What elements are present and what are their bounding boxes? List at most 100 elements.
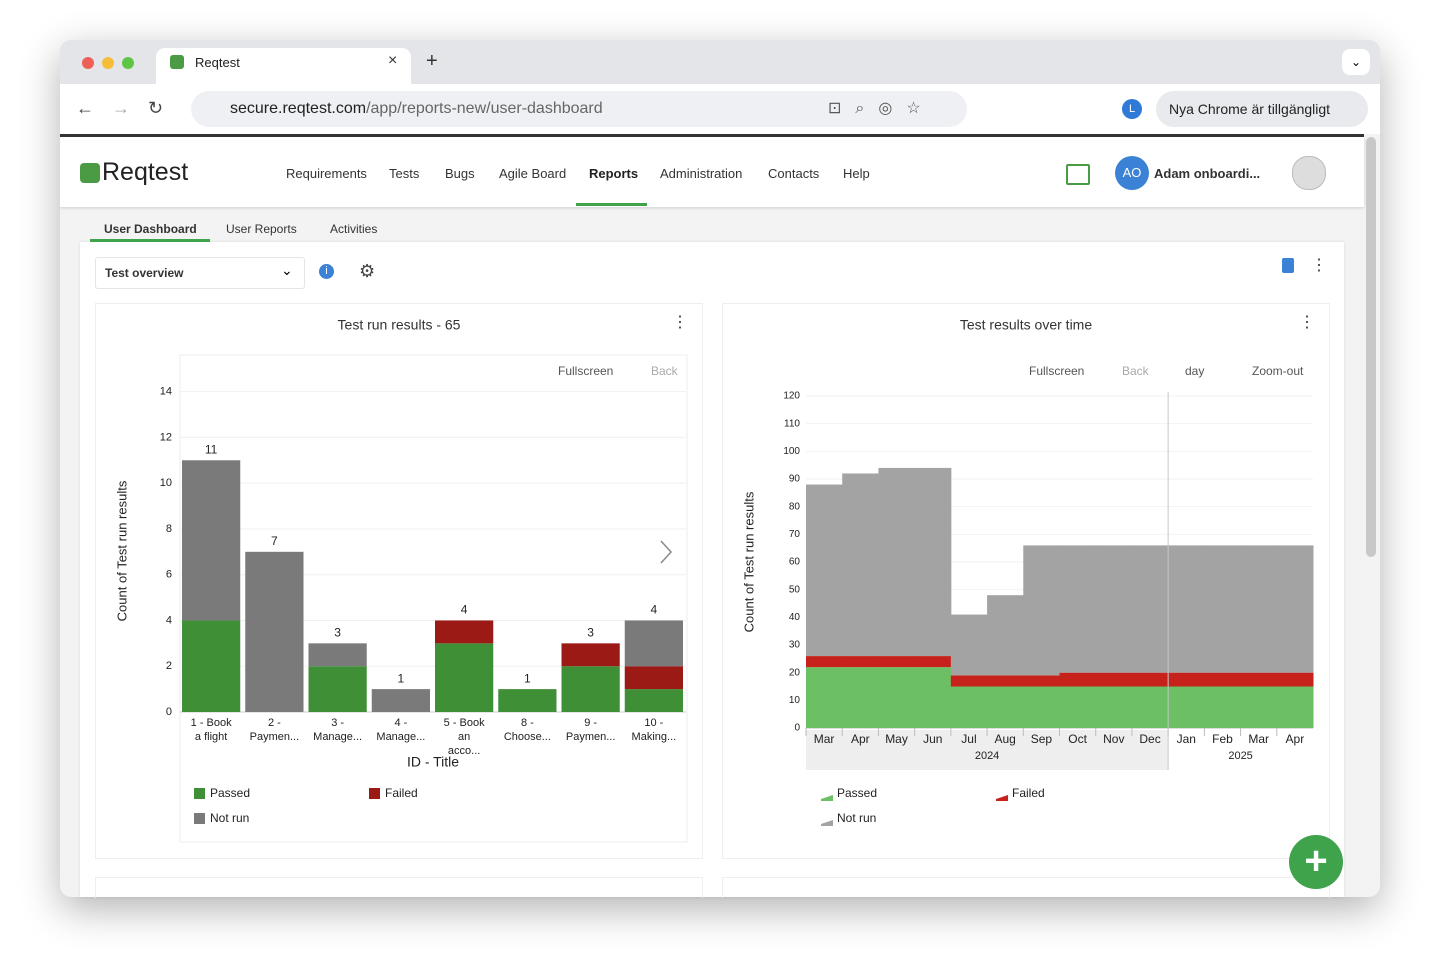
- nav-item[interactable]: Help: [843, 166, 870, 181]
- nav-item[interactable]: Requirements: [286, 166, 367, 181]
- x-tick-label: Apr: [1286, 732, 1305, 746]
- x-tick-label: Apr: [851, 732, 870, 746]
- url[interactable]: secure.reqtest.com/app/reports-new/user-…: [230, 100, 603, 118]
- total-label: 4: [461, 603, 468, 617]
- legend-swatch: [194, 788, 205, 799]
- chart-menu[interactable]: ⋮: [672, 314, 688, 331]
- x-tick-label: Sep: [1031, 732, 1053, 746]
- area-step: [1276, 545, 1314, 673]
- nav-indicator: [576, 203, 647, 206]
- add-button[interactable]: +: [1289, 835, 1343, 889]
- area-step: [1023, 686, 1060, 728]
- nav-item[interactable]: Contacts: [768, 166, 820, 181]
- user-avatar[interactable]: AO: [1115, 156, 1149, 190]
- nav-item[interactable]: Bugs: [445, 166, 475, 181]
- chart: Test results over time ⋮ Fullscreen Back day…: [741, 314, 1315, 826]
- tab[interactable]: [156, 48, 411, 84]
- logo-mark: [80, 163, 100, 183]
- area-step: [1276, 672, 1314, 687]
- nav-item[interactable]: Reports: [589, 166, 639, 181]
- chart: Test run results - 65 ⋮ Fullscreen Back Coun…: [114, 314, 688, 843]
- next-arrow[interactable]: [660, 540, 673, 564]
- legend-label: Failed: [1012, 786, 1045, 800]
- toolbar-button[interactable]: Zoom-out: [1252, 364, 1304, 378]
- toolbar-button[interactable]: day: [1185, 364, 1204, 378]
- area-step: [1059, 545, 1097, 673]
- nav-item[interactable]: Agile Board: [499, 166, 567, 181]
- y-tick-label: 110: [784, 418, 800, 429]
- x-axis-label: ID - Title: [407, 754, 459, 770]
- sub-tab[interactable]: User Reports: [226, 222, 297, 236]
- bar-segment: [308, 643, 367, 667]
- guide-icon[interactable]: [1066, 164, 1090, 185]
- x-tick-label: 8 -Choose...: [504, 717, 551, 743]
- nav-buttons[interactable]: ←→↻: [76, 98, 182, 118]
- toolbar-button[interactable]: Fullscreen: [1029, 364, 1084, 378]
- year-label: 2025: [1228, 750, 1252, 762]
- bar-segment: [182, 620, 241, 712]
- sub-tab[interactable]: Activities: [330, 222, 378, 236]
- x-tick-label: Aug: [994, 732, 1015, 746]
- y-tick-label: 0: [166, 706, 172, 718]
- x-tick-label: Mar: [814, 732, 835, 746]
- tab-menu[interactable]: ⌄: [1342, 49, 1370, 75]
- tab-close[interactable]: ×: [388, 52, 398, 69]
- sub-tab[interactable]: User Dashboard: [104, 222, 197, 236]
- x-tick-label: Jun: [923, 732, 942, 746]
- area-step: [842, 667, 879, 728]
- omnibox[interactable]: [191, 91, 967, 127]
- total-label: 1: [524, 671, 531, 685]
- legend-label: Failed: [385, 786, 418, 800]
- area-step: [878, 467, 916, 657]
- divider: [60, 134, 1364, 137]
- area-step: [1131, 686, 1169, 728]
- user-name[interactable]: Adam onboardi...: [1154, 166, 1261, 181]
- area-step: [1059, 672, 1097, 687]
- omnibox-icons[interactable]: ⊡⌕◎☆: [828, 100, 935, 117]
- area-step: [987, 686, 1024, 728]
- y-tick-label: 40: [789, 612, 801, 623]
- toolbar-button[interactable]: Back: [651, 364, 679, 378]
- total-label: 11: [205, 442, 218, 456]
- area-step: [806, 667, 843, 728]
- select-caret: ⌄: [281, 262, 293, 278]
- y-tick-label: 12: [160, 431, 172, 443]
- dashboard-select[interactable]: [95, 257, 305, 289]
- total-label: 3: [587, 626, 594, 640]
- export-icon[interactable]: [1282, 258, 1294, 273]
- y-tick-label: 70: [789, 529, 801, 540]
- area-step: [842, 656, 879, 668]
- y-tick-label: 120: [783, 391, 800, 402]
- settings-icon[interactable]: ⚙: [359, 261, 376, 281]
- area-step: [1240, 672, 1278, 687]
- chart-menu[interactable]: ⋮: [1299, 314, 1315, 331]
- chart-card: [722, 877, 1330, 898]
- bar-segment: [624, 689, 683, 712]
- x-tick-label: Nov: [1103, 732, 1124, 746]
- bar-segment: [561, 643, 620, 667]
- legend-swatch: [821, 795, 833, 801]
- toolbar-button[interactable]: Back: [1122, 364, 1150, 378]
- info-icon[interactable]: i: [319, 264, 334, 279]
- account-icon[interactable]: [1292, 156, 1326, 190]
- update-button[interactable]: [1156, 91, 1368, 127]
- dashboard-name: Test overview: [105, 266, 184, 280]
- area-step: [950, 614, 988, 676]
- nav-item[interactable]: Administration: [660, 166, 743, 181]
- y-tick-label: 50: [789, 584, 801, 595]
- nav-item[interactable]: Tests: [389, 166, 420, 181]
- area-step: [950, 686, 988, 728]
- y-axis-label: Count of Test run results: [114, 480, 129, 621]
- area-step: [1204, 686, 1242, 728]
- total-label: 3: [334, 626, 341, 640]
- year-band: [806, 730, 1169, 770]
- y-tick-label: 8: [166, 523, 172, 535]
- x-tick-label: 2 -Paymen...: [250, 717, 300, 743]
- tab-title: Reqtest: [195, 55, 240, 70]
- area-step: [1095, 672, 1133, 687]
- area-step: [806, 484, 843, 657]
- dashboard-menu[interactable]: ⋮: [1311, 257, 1327, 274]
- toolbar-button[interactable]: Fullscreen: [558, 364, 613, 378]
- new-tab[interactable]: +: [426, 50, 438, 72]
- profile[interactable]: L: [1122, 99, 1142, 119]
